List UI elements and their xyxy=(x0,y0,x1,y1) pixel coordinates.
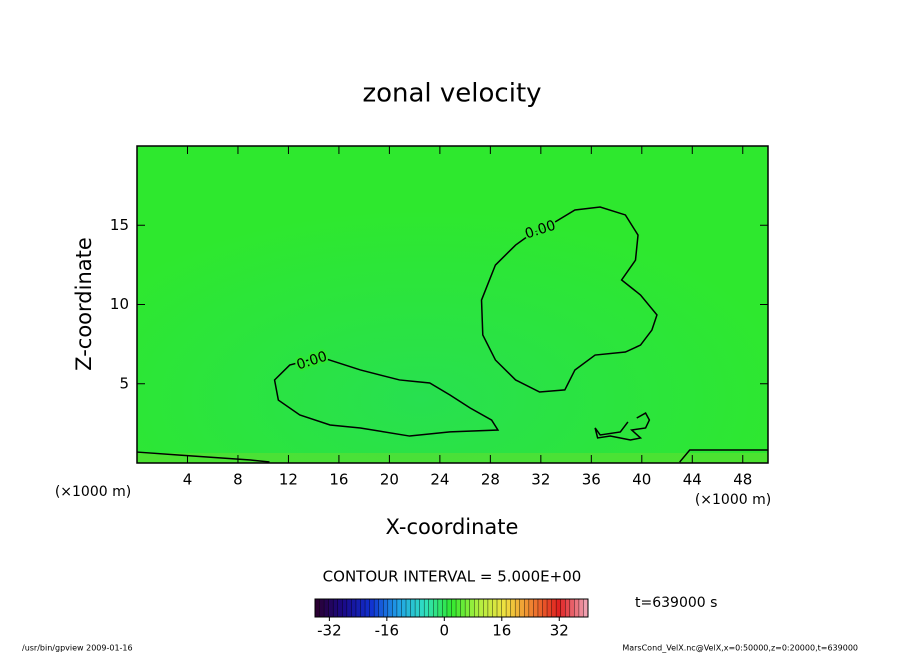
footer-right: MarsCond_VelX.nc@VelX,x=0:50000,z=0:2000… xyxy=(622,644,858,653)
colorbar-cell xyxy=(437,599,443,617)
time-label: t=639000 s xyxy=(635,595,717,611)
colorbar-cell xyxy=(560,599,566,617)
contour-line xyxy=(273,356,500,437)
colorbar-cell xyxy=(355,599,361,617)
colorbar-cell xyxy=(460,599,466,617)
colorbar-cell xyxy=(474,599,480,617)
colorbar-cell xyxy=(333,599,339,617)
colorbar-tick-label: 0 xyxy=(440,622,450,640)
colorbar-tick-label: -32 xyxy=(317,622,342,640)
contour-line xyxy=(679,449,768,463)
colorbar-cell xyxy=(547,599,552,617)
footer-left: /usr/bin/gpview 2009-01-16 xyxy=(22,644,133,653)
colorbar-cell xyxy=(396,599,402,617)
chart-title: zonal velocity xyxy=(362,79,541,109)
colorbar-cell xyxy=(415,599,420,617)
x-tick-label: 8 xyxy=(233,471,243,489)
colorbar-cell xyxy=(378,599,384,617)
x-tick-label: 48 xyxy=(733,471,752,489)
contour-interval: CONTOUR INTERVAL = 5.000E+00 xyxy=(323,568,582,586)
colorbar-cell xyxy=(533,599,539,617)
x-tick-label: 24 xyxy=(430,471,449,489)
contour-line xyxy=(594,412,651,441)
field-bottom xyxy=(137,453,768,463)
colorbar-cell xyxy=(556,599,561,617)
colorbar-cell xyxy=(501,599,507,617)
x-tick-label: 4 xyxy=(183,471,193,489)
colorbar-cell xyxy=(578,599,584,617)
colorbar-cell xyxy=(351,599,357,617)
colorbar-cell xyxy=(583,599,589,617)
colorbar-cell xyxy=(497,599,502,617)
x-tick-label: 16 xyxy=(329,471,348,489)
colorbar-cell xyxy=(551,599,557,617)
colorbar-tick-label: 32 xyxy=(550,622,569,640)
colorbar-cell xyxy=(537,599,543,617)
colorbar-cell xyxy=(565,599,571,617)
colorbar-cell xyxy=(401,599,407,617)
colorbar-cell xyxy=(465,599,470,617)
x-tick-label: 36 xyxy=(582,471,601,489)
x-tick-label: 20 xyxy=(380,471,399,489)
colorbar-cell xyxy=(346,599,352,617)
colorbar-cell xyxy=(369,599,375,617)
colorbar-cell xyxy=(569,599,575,617)
x-tick-label: 40 xyxy=(632,471,651,489)
y-tick-label: 5 xyxy=(119,374,129,392)
colorbar-cell xyxy=(342,599,348,617)
colorbar-tick-label: 16 xyxy=(492,622,511,640)
y-tick-label: 10 xyxy=(110,295,129,313)
x-tick-label: 28 xyxy=(481,471,500,489)
colorbar-cell xyxy=(419,599,425,617)
contour-line xyxy=(136,451,270,463)
colorbar-cell xyxy=(515,599,521,617)
colorbar-cell xyxy=(383,599,389,617)
colorbar-frame xyxy=(314,598,589,618)
x-tick-label: 32 xyxy=(531,471,550,489)
x-unit-right: (×1000 m) xyxy=(695,492,771,508)
colorbar-cell xyxy=(524,599,530,617)
colorbar-cell xyxy=(374,599,379,617)
x-tick-label: 44 xyxy=(683,471,702,489)
x-tick-label: 12 xyxy=(279,471,298,489)
y-axis-label: Z-coordinate xyxy=(72,237,96,371)
colorbar-cell xyxy=(360,599,366,617)
field xyxy=(137,146,768,463)
colorbar-cell xyxy=(410,599,416,617)
colorbar-cell xyxy=(483,599,489,617)
colorbar-cell xyxy=(519,599,525,617)
colorbar-cell xyxy=(433,599,439,617)
colorbar-tick-label: -16 xyxy=(375,622,400,640)
colorbar-cell xyxy=(387,599,393,617)
colorbar-cell xyxy=(574,599,580,617)
colorbar-cell xyxy=(542,599,548,617)
contour-line xyxy=(480,206,658,393)
colorbar-cell xyxy=(324,599,329,617)
x-unit-left: (×1000 m) xyxy=(55,484,131,500)
colorbar-cell xyxy=(428,599,434,617)
colorbar-cell xyxy=(451,599,457,617)
colorbar-cell xyxy=(492,599,498,617)
colorbar-cell xyxy=(315,599,320,617)
colorbar-cell xyxy=(528,599,534,617)
colorbar-cell xyxy=(319,599,325,617)
colorbar-cell xyxy=(478,599,484,617)
colorbar-cell xyxy=(506,599,511,617)
colorbar-cell xyxy=(337,599,343,617)
colorbar-cell xyxy=(392,599,398,617)
colorbar-cell xyxy=(328,599,334,617)
colorbar-cell xyxy=(365,599,370,617)
x-axis-label: X-coordinate xyxy=(386,515,519,539)
colorbar-cell xyxy=(424,599,430,617)
colorbar-cell xyxy=(406,599,411,617)
y-tick-label: 15 xyxy=(110,216,129,234)
colorbar-cell xyxy=(442,599,448,617)
colorbar-cell xyxy=(510,599,516,617)
colorbar-cell xyxy=(446,599,452,617)
colorbar-cell xyxy=(456,599,461,617)
colorbar-cell xyxy=(469,599,475,617)
colorbar-cell xyxy=(487,599,493,617)
